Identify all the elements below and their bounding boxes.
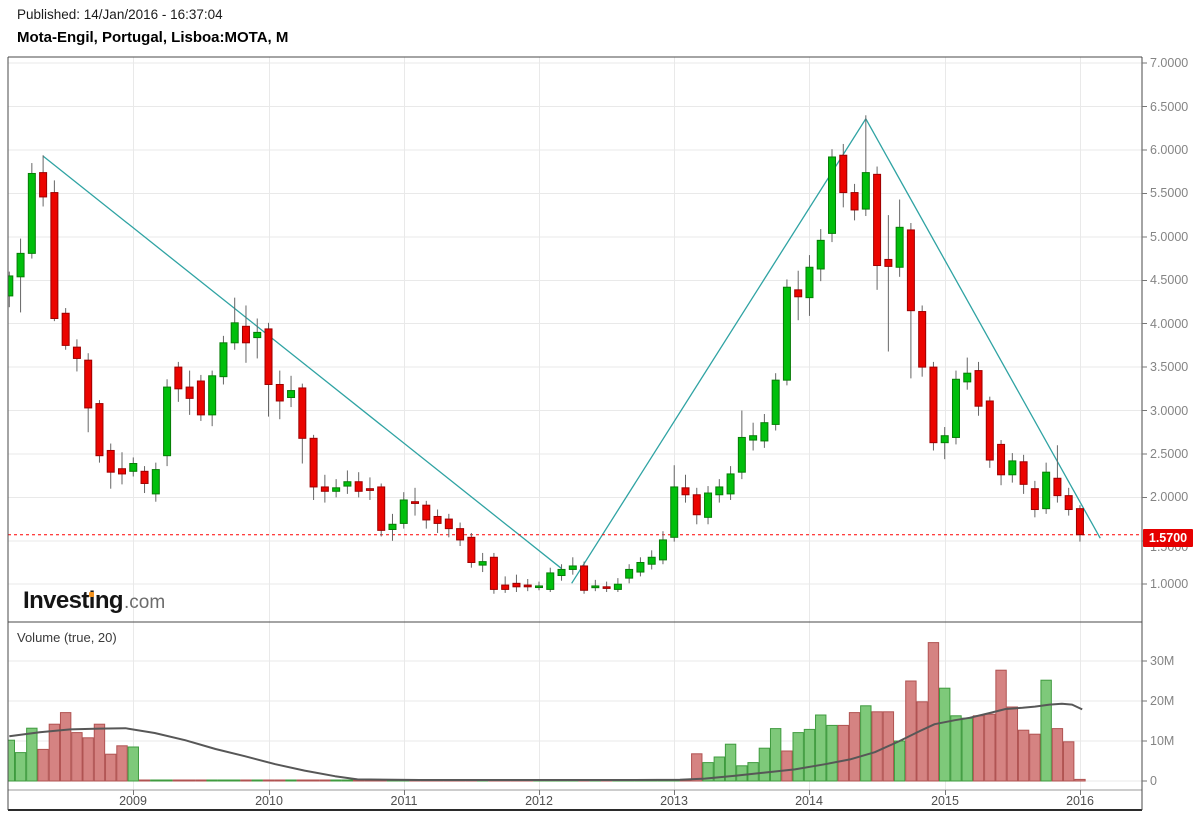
year-tick-label: 2014: [795, 794, 823, 808]
volume-bars-layer: [8, 642, 1086, 782]
investing-logo: Investi ng.com: [23, 589, 165, 613]
candles-layer: [8, 115, 1084, 594]
year-tick-label: 2015: [931, 794, 959, 808]
year-tick-label: 2010: [255, 794, 283, 808]
price-tick-label: 2.0000: [1150, 490, 1189, 505]
price-tick-label: 1.0000: [1150, 577, 1189, 592]
price-tick-label: 7.0000: [1150, 56, 1189, 71]
year-tick-label: 2012: [525, 794, 553, 808]
price-tick-label: 4.5000: [1150, 273, 1189, 288]
logo-investing-text: Investi ng: [23, 587, 124, 614]
volume-tick-label: 10M: [1150, 734, 1175, 748]
logo-orange-dot: [88, 591, 94, 597]
instrument-title: Mota-Engil, Portugal, Lisboa:MOTA, M: [17, 29, 289, 46]
volume-tick-label: 30M: [1150, 654, 1175, 668]
year-tick-label: 2013: [660, 794, 688, 808]
price-tick-label: 3.0000: [1150, 403, 1189, 418]
plot-layer: [8, 115, 1142, 782]
volume-tick-label: 20M: [1150, 694, 1175, 708]
frame-layer: [7, 56, 1147, 811]
price-tick-label: 4.0000: [1150, 316, 1189, 331]
price-tick-label: 5.0000: [1150, 229, 1189, 244]
price-tick-label: 2.5000: [1150, 446, 1189, 461]
price-tick-label: 6.0000: [1150, 143, 1189, 158]
logo-com-text: .com: [123, 592, 166, 613]
year-tick-label: 2011: [390, 794, 418, 808]
price-tick-label: 3.5000: [1150, 360, 1189, 375]
last-price-badge: 1.5700: [1143, 528, 1193, 547]
volume-indicator-label: Volume (true, 20): [17, 630, 117, 645]
gridlines-layer: [8, 57, 1142, 790]
year-tick-label: 2009: [119, 794, 147, 808]
price-tick-label: 6.5000: [1150, 99, 1189, 114]
volume-tick-label: 0: [1150, 774, 1157, 788]
price-tick-label: 5.5000: [1150, 186, 1189, 201]
published-timestamp: Published: 14/Jan/2016 - 16:37:04: [17, 7, 223, 22]
year-tick-label: 2016: [1066, 794, 1094, 808]
